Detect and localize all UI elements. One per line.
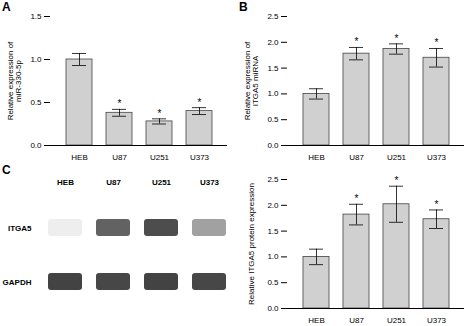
svg-text:ITGA5: ITGA5 bbox=[8, 224, 32, 233]
svg-text:U373: U373 bbox=[427, 316, 447, 325]
svg-text:U251: U251 bbox=[150, 153, 170, 162]
svg-text:1.0: 1.0 bbox=[267, 252, 279, 261]
svg-text:2.0: 2.0 bbox=[267, 201, 279, 210]
svg-text:0.5: 0.5 bbox=[30, 98, 42, 107]
svg-text:U251: U251 bbox=[387, 316, 407, 325]
svg-text:0.0: 0.0 bbox=[30, 141, 42, 150]
svg-text:*: * bbox=[118, 98, 122, 109]
svg-text:1.5: 1.5 bbox=[30, 12, 42, 21]
svg-text:U251: U251 bbox=[387, 153, 407, 162]
svg-text:*: * bbox=[355, 193, 359, 204]
svg-text:*: * bbox=[435, 37, 439, 48]
svg-text:U87: U87 bbox=[112, 153, 127, 162]
svg-text:2.5: 2.5 bbox=[267, 12, 279, 21]
html-text:A: A bbox=[2, 0, 11, 14]
svg-text:HEB: HEB bbox=[71, 153, 87, 162]
svg-text:*: * bbox=[435, 199, 439, 210]
svg-text:2.0: 2.0 bbox=[267, 38, 279, 47]
svg-text:Relative ITGA5 protein express: Relative ITGA5 protein expression bbox=[247, 183, 256, 305]
html-text:C: C bbox=[2, 163, 11, 177]
svg-text:0.5: 0.5 bbox=[267, 115, 279, 124]
svg-text:1.5: 1.5 bbox=[267, 227, 279, 236]
svg-text:Relative expression ofITGA5 mi: Relative expression ofITGA5 miRNA bbox=[243, 41, 260, 120]
svg-text:U87: U87 bbox=[349, 316, 364, 325]
svg-text:*: * bbox=[158, 108, 162, 119]
svg-text:U87: U87 bbox=[349, 153, 364, 162]
svg-text:1.0: 1.0 bbox=[267, 89, 279, 98]
svg-text:U87: U87 bbox=[106, 178, 121, 187]
svg-text:*: * bbox=[395, 33, 399, 44]
svg-text:GAPDH: GAPDH bbox=[3, 278, 32, 287]
html-text:B: B bbox=[239, 0, 248, 14]
svg-text:U373: U373 bbox=[427, 153, 447, 162]
svg-text:1.0: 1.0 bbox=[30, 55, 42, 64]
svg-text:Relative expression ofmiR-330-: Relative expression ofmiR-330-5p bbox=[6, 41, 23, 120]
svg-text:*: * bbox=[198, 97, 202, 108]
svg-text:0.5: 0.5 bbox=[267, 278, 279, 287]
svg-text:0.0: 0.0 bbox=[267, 304, 279, 313]
svg-text:1.5: 1.5 bbox=[267, 64, 279, 73]
svg-text:2.5: 2.5 bbox=[267, 175, 279, 184]
svg-text:U251: U251 bbox=[152, 178, 172, 187]
svg-text:U373: U373 bbox=[200, 178, 220, 187]
svg-text:0.0: 0.0 bbox=[267, 141, 279, 150]
svg-text:*: * bbox=[355, 36, 359, 47]
svg-text:U373: U373 bbox=[190, 153, 210, 162]
svg-text:HEB: HEB bbox=[308, 153, 324, 162]
svg-text:HEB: HEB bbox=[57, 178, 74, 187]
svg-text:*: * bbox=[395, 175, 399, 186]
svg-text:HEB: HEB bbox=[308, 316, 324, 325]
